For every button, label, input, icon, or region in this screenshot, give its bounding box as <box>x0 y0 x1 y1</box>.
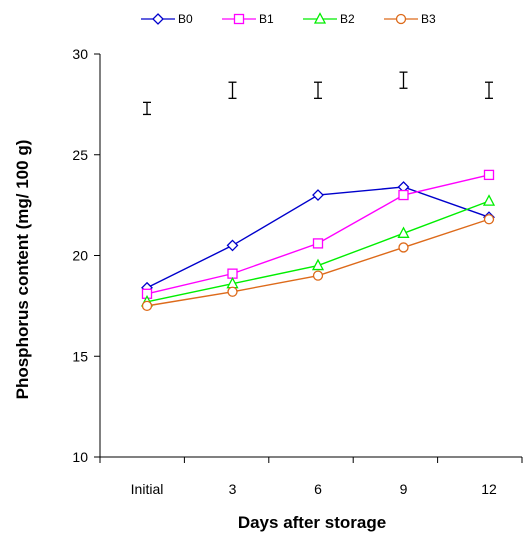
data-point <box>312 270 324 281</box>
y-tick-label: 10 <box>72 449 88 465</box>
error-bar <box>485 81 493 99</box>
data-point <box>227 286 238 297</box>
legend-marker <box>313 12 327 24</box>
legend-item: B2 <box>303 12 355 26</box>
y-tick-label: 15 <box>72 348 88 364</box>
legend-label: B1 <box>259 12 274 26</box>
y-tick-label: 30 <box>72 46 88 62</box>
y-axis-title: Phosphorus content (mg/ 100 g) <box>13 140 32 400</box>
data-point <box>398 242 409 253</box>
legend-item: B1 <box>222 12 274 26</box>
error-bar <box>228 81 237 99</box>
x-axis-title: Days after storage <box>238 513 386 532</box>
series-line <box>146 200 490 303</box>
series-b2 <box>140 194 496 307</box>
error-bar <box>314 81 322 99</box>
legend-item: B3 <box>384 12 436 26</box>
data-point <box>227 268 238 279</box>
error-bar <box>399 71 408 89</box>
y-tick-label: 25 <box>72 147 88 163</box>
data-point <box>312 189 324 201</box>
legend-label: B2 <box>340 12 355 26</box>
y-tick-label: 20 <box>72 248 88 264</box>
legend-label: B0 <box>178 12 193 26</box>
data-point <box>226 239 239 252</box>
data-point <box>311 258 325 271</box>
legend-marker <box>233 13 245 25</box>
error-bar <box>143 101 151 116</box>
legend-item: B0 <box>141 12 193 26</box>
x-tick-label: Initial <box>131 481 164 497</box>
data-point <box>398 189 409 201</box>
legend-marker <box>152 13 164 25</box>
legend-marker <box>395 13 407 25</box>
x-tick-label: 6 <box>314 481 322 497</box>
data-point <box>483 214 495 225</box>
x-tick-label: 12 <box>481 481 497 497</box>
legend: B0 B1 B2 B3 <box>141 12 436 26</box>
series-b3 <box>141 214 495 312</box>
data-point <box>482 194 496 206</box>
x-tick-label: 9 <box>400 481 408 497</box>
data-point <box>483 169 495 181</box>
data-point <box>397 226 410 238</box>
legend-label: B3 <box>421 12 436 26</box>
data-point <box>141 300 153 312</box>
data-point <box>312 238 324 249</box>
x-tick-label: 3 <box>229 481 237 497</box>
